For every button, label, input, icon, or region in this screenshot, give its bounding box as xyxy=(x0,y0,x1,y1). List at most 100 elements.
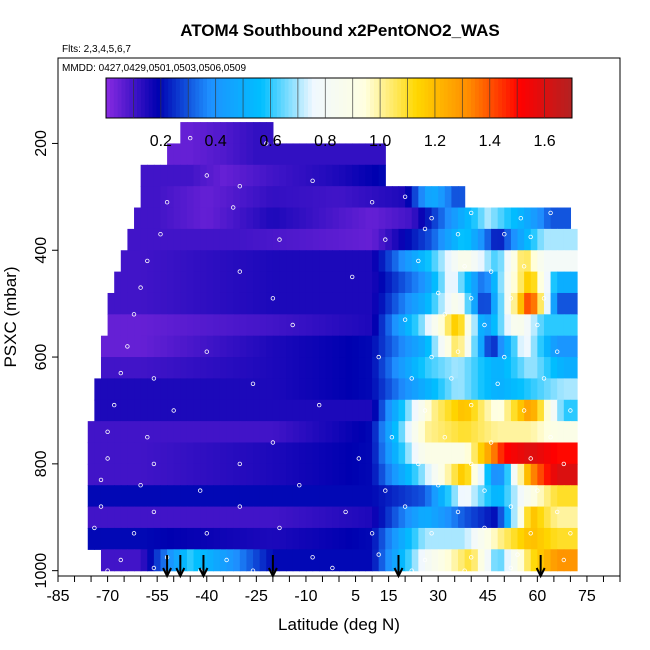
sample-point xyxy=(396,178,401,183)
heatmap-cell xyxy=(94,506,102,529)
heatmap-cell xyxy=(438,421,446,444)
heatmap-cell xyxy=(266,335,274,358)
heatmap-cell xyxy=(259,122,267,145)
heatmap-cell xyxy=(438,485,446,508)
heatmap-cell xyxy=(418,228,426,251)
heatmap-cell xyxy=(444,442,452,465)
heatmap-cell xyxy=(193,335,201,358)
heatmap-cell xyxy=(438,549,446,572)
heatmap-cell xyxy=(239,421,248,444)
x-tick-label: -10 xyxy=(294,588,317,605)
heatmap-cell xyxy=(286,442,294,465)
heatmap-cell xyxy=(510,378,519,401)
heatmap-cell xyxy=(213,506,221,529)
heatmap-cell xyxy=(100,442,109,465)
heatmap-cell xyxy=(213,314,221,337)
heatmap-cell xyxy=(491,228,499,251)
heatmap-cell xyxy=(173,335,181,358)
heatmap-cell xyxy=(246,378,254,401)
heatmap-cell xyxy=(345,314,353,337)
heatmap-cell xyxy=(458,463,466,486)
heatmap-cell xyxy=(405,335,413,358)
heatmap-cell xyxy=(543,527,552,550)
sample-point xyxy=(518,215,523,221)
heatmap-cell xyxy=(451,228,459,251)
heatmap-cell xyxy=(167,292,175,315)
heatmap-cell xyxy=(167,378,175,401)
colorbar-segment xyxy=(288,78,293,118)
heatmap-cell xyxy=(325,292,333,315)
heatmap-cell xyxy=(537,271,545,294)
heatmap-cell xyxy=(524,442,532,465)
sample-point xyxy=(568,194,573,199)
heatmap-cell xyxy=(358,527,367,550)
heatmap-cell xyxy=(186,228,195,251)
heatmap-cell xyxy=(292,143,300,166)
heatmap-cell xyxy=(213,186,221,209)
sample-point xyxy=(541,296,547,301)
sample-point xyxy=(204,531,209,536)
heatmap-cell xyxy=(239,442,248,465)
sample-point xyxy=(105,568,110,573)
heatmap-cell xyxy=(424,207,433,230)
heatmap-cell xyxy=(153,442,162,465)
heatmap-cell xyxy=(477,378,486,401)
heatmap-cell xyxy=(339,186,347,209)
colorbar-segment xyxy=(241,78,247,118)
heatmap-cell xyxy=(358,442,367,465)
y-tick-label: 1000 xyxy=(33,553,50,589)
heatmap-cell xyxy=(550,549,558,572)
heatmap-cell xyxy=(312,228,320,251)
heatmap-cell xyxy=(477,527,486,550)
heatmap-cell xyxy=(239,228,248,251)
heatmap-cell xyxy=(524,228,532,251)
heatmap-cell xyxy=(219,463,228,486)
heatmap-cell xyxy=(173,292,181,315)
heatmap-cell xyxy=(471,527,479,550)
colorbar-segment xyxy=(346,78,352,118)
sample-point xyxy=(482,322,487,328)
colorbar-segment xyxy=(307,78,313,118)
heatmap-cell xyxy=(563,485,572,508)
heatmap-cell xyxy=(391,292,400,315)
heatmap-cell xyxy=(398,271,406,294)
heatmap-cell xyxy=(266,485,274,508)
heatmap-cell xyxy=(180,463,188,486)
sample-point xyxy=(224,557,229,563)
heatmap-cell xyxy=(259,164,267,187)
heatmap-cell xyxy=(418,506,426,529)
heatmap-cell xyxy=(510,357,519,380)
heatmap-cell xyxy=(305,228,314,251)
heatmap-cell xyxy=(398,207,406,230)
heatmap-cell xyxy=(153,485,162,508)
x-tick-label: 30 xyxy=(429,588,447,605)
sample-point xyxy=(442,435,447,440)
heatmap-cell xyxy=(120,527,129,550)
colorbar-segment xyxy=(560,78,565,118)
heatmap-cell xyxy=(517,399,525,422)
heatmap-cell xyxy=(193,463,201,486)
heatmap-cell xyxy=(444,228,452,251)
heatmap-cell xyxy=(418,250,426,273)
heatmap-cell xyxy=(332,335,340,358)
heatmap-cell xyxy=(365,143,373,166)
heatmap-cell xyxy=(352,335,360,358)
heatmap-cell xyxy=(206,250,214,273)
colorbar-segment xyxy=(292,78,297,118)
colorbar-segment xyxy=(455,78,460,118)
heatmap-cell xyxy=(266,463,274,486)
heatmap-cell xyxy=(477,506,486,529)
heatmap-cell xyxy=(385,463,393,486)
heatmap-cell xyxy=(438,335,446,358)
heatmap-cell xyxy=(517,463,525,486)
heatmap-cell xyxy=(570,271,578,294)
heatmap-cell xyxy=(200,122,208,145)
heatmap-cell xyxy=(405,463,413,486)
heatmap-cell xyxy=(186,421,195,444)
heatmap-cell xyxy=(186,527,195,550)
heatmap-cell xyxy=(365,292,373,315)
heatmap-cell xyxy=(259,463,267,486)
colorbar-segment xyxy=(443,78,449,118)
heatmap-cell xyxy=(378,463,386,486)
heatmap-cell xyxy=(405,207,413,230)
